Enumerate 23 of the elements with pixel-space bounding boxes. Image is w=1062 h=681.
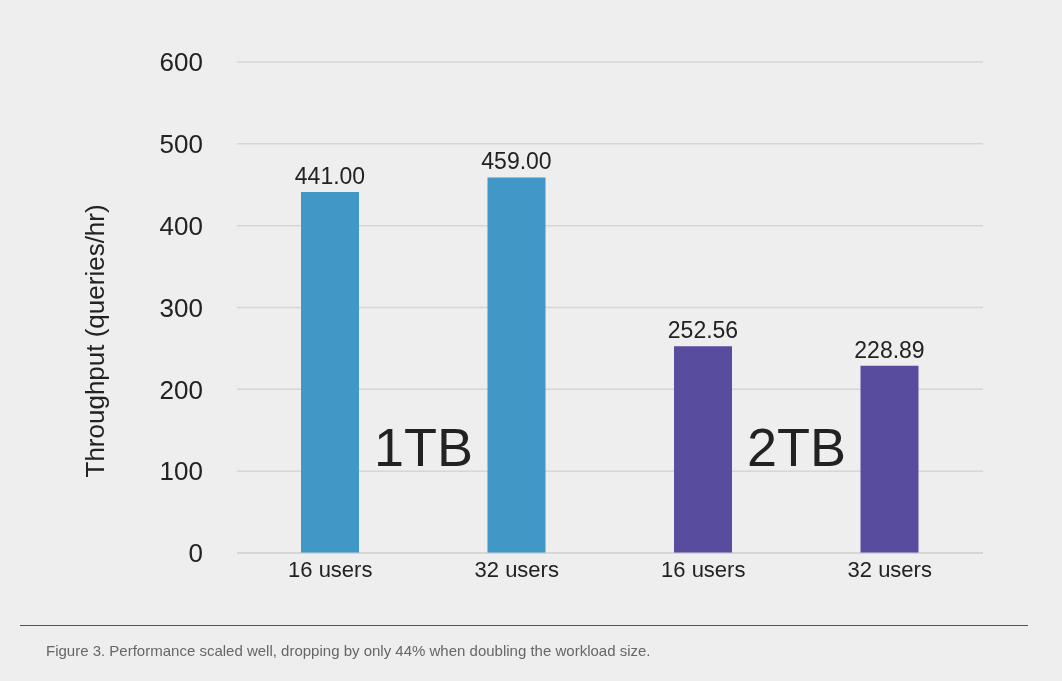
data-label: 441.00 (294, 163, 366, 190)
annotation: 1TB (372, 415, 474, 479)
y-tick-label: 100 (159, 456, 203, 487)
bar (301, 192, 359, 553)
y-tick-label: 0 (188, 538, 203, 569)
data-label: 228.89 (854, 336, 925, 363)
y-tick-label: 400 (159, 210, 203, 241)
x-tick-label: 32 users (847, 556, 932, 582)
caption: Figure 3. Performance scaled well, dropping by only 44% when doubling the workload size. (46, 642, 651, 659)
y-tick-label: 300 (159, 292, 203, 323)
y-axis-title: Throughput (queries/hr) (80, 204, 111, 478)
y-tick-label: 200 (159, 374, 203, 405)
y-tick-label: 500 (159, 129, 203, 160)
annotation: 2TB (745, 415, 847, 479)
x-tick-label: 32 users (474, 556, 559, 582)
bar (674, 346, 732, 553)
x-tick-label: 16 users (661, 556, 746, 582)
bar (487, 177, 546, 553)
data-label: 252.56 (667, 317, 739, 344)
data-label: 459.00 (481, 148, 552, 175)
bar (860, 365, 919, 553)
y-tick-label: 600 (159, 47, 203, 78)
x-tick-label: 16 users (288, 556, 373, 582)
